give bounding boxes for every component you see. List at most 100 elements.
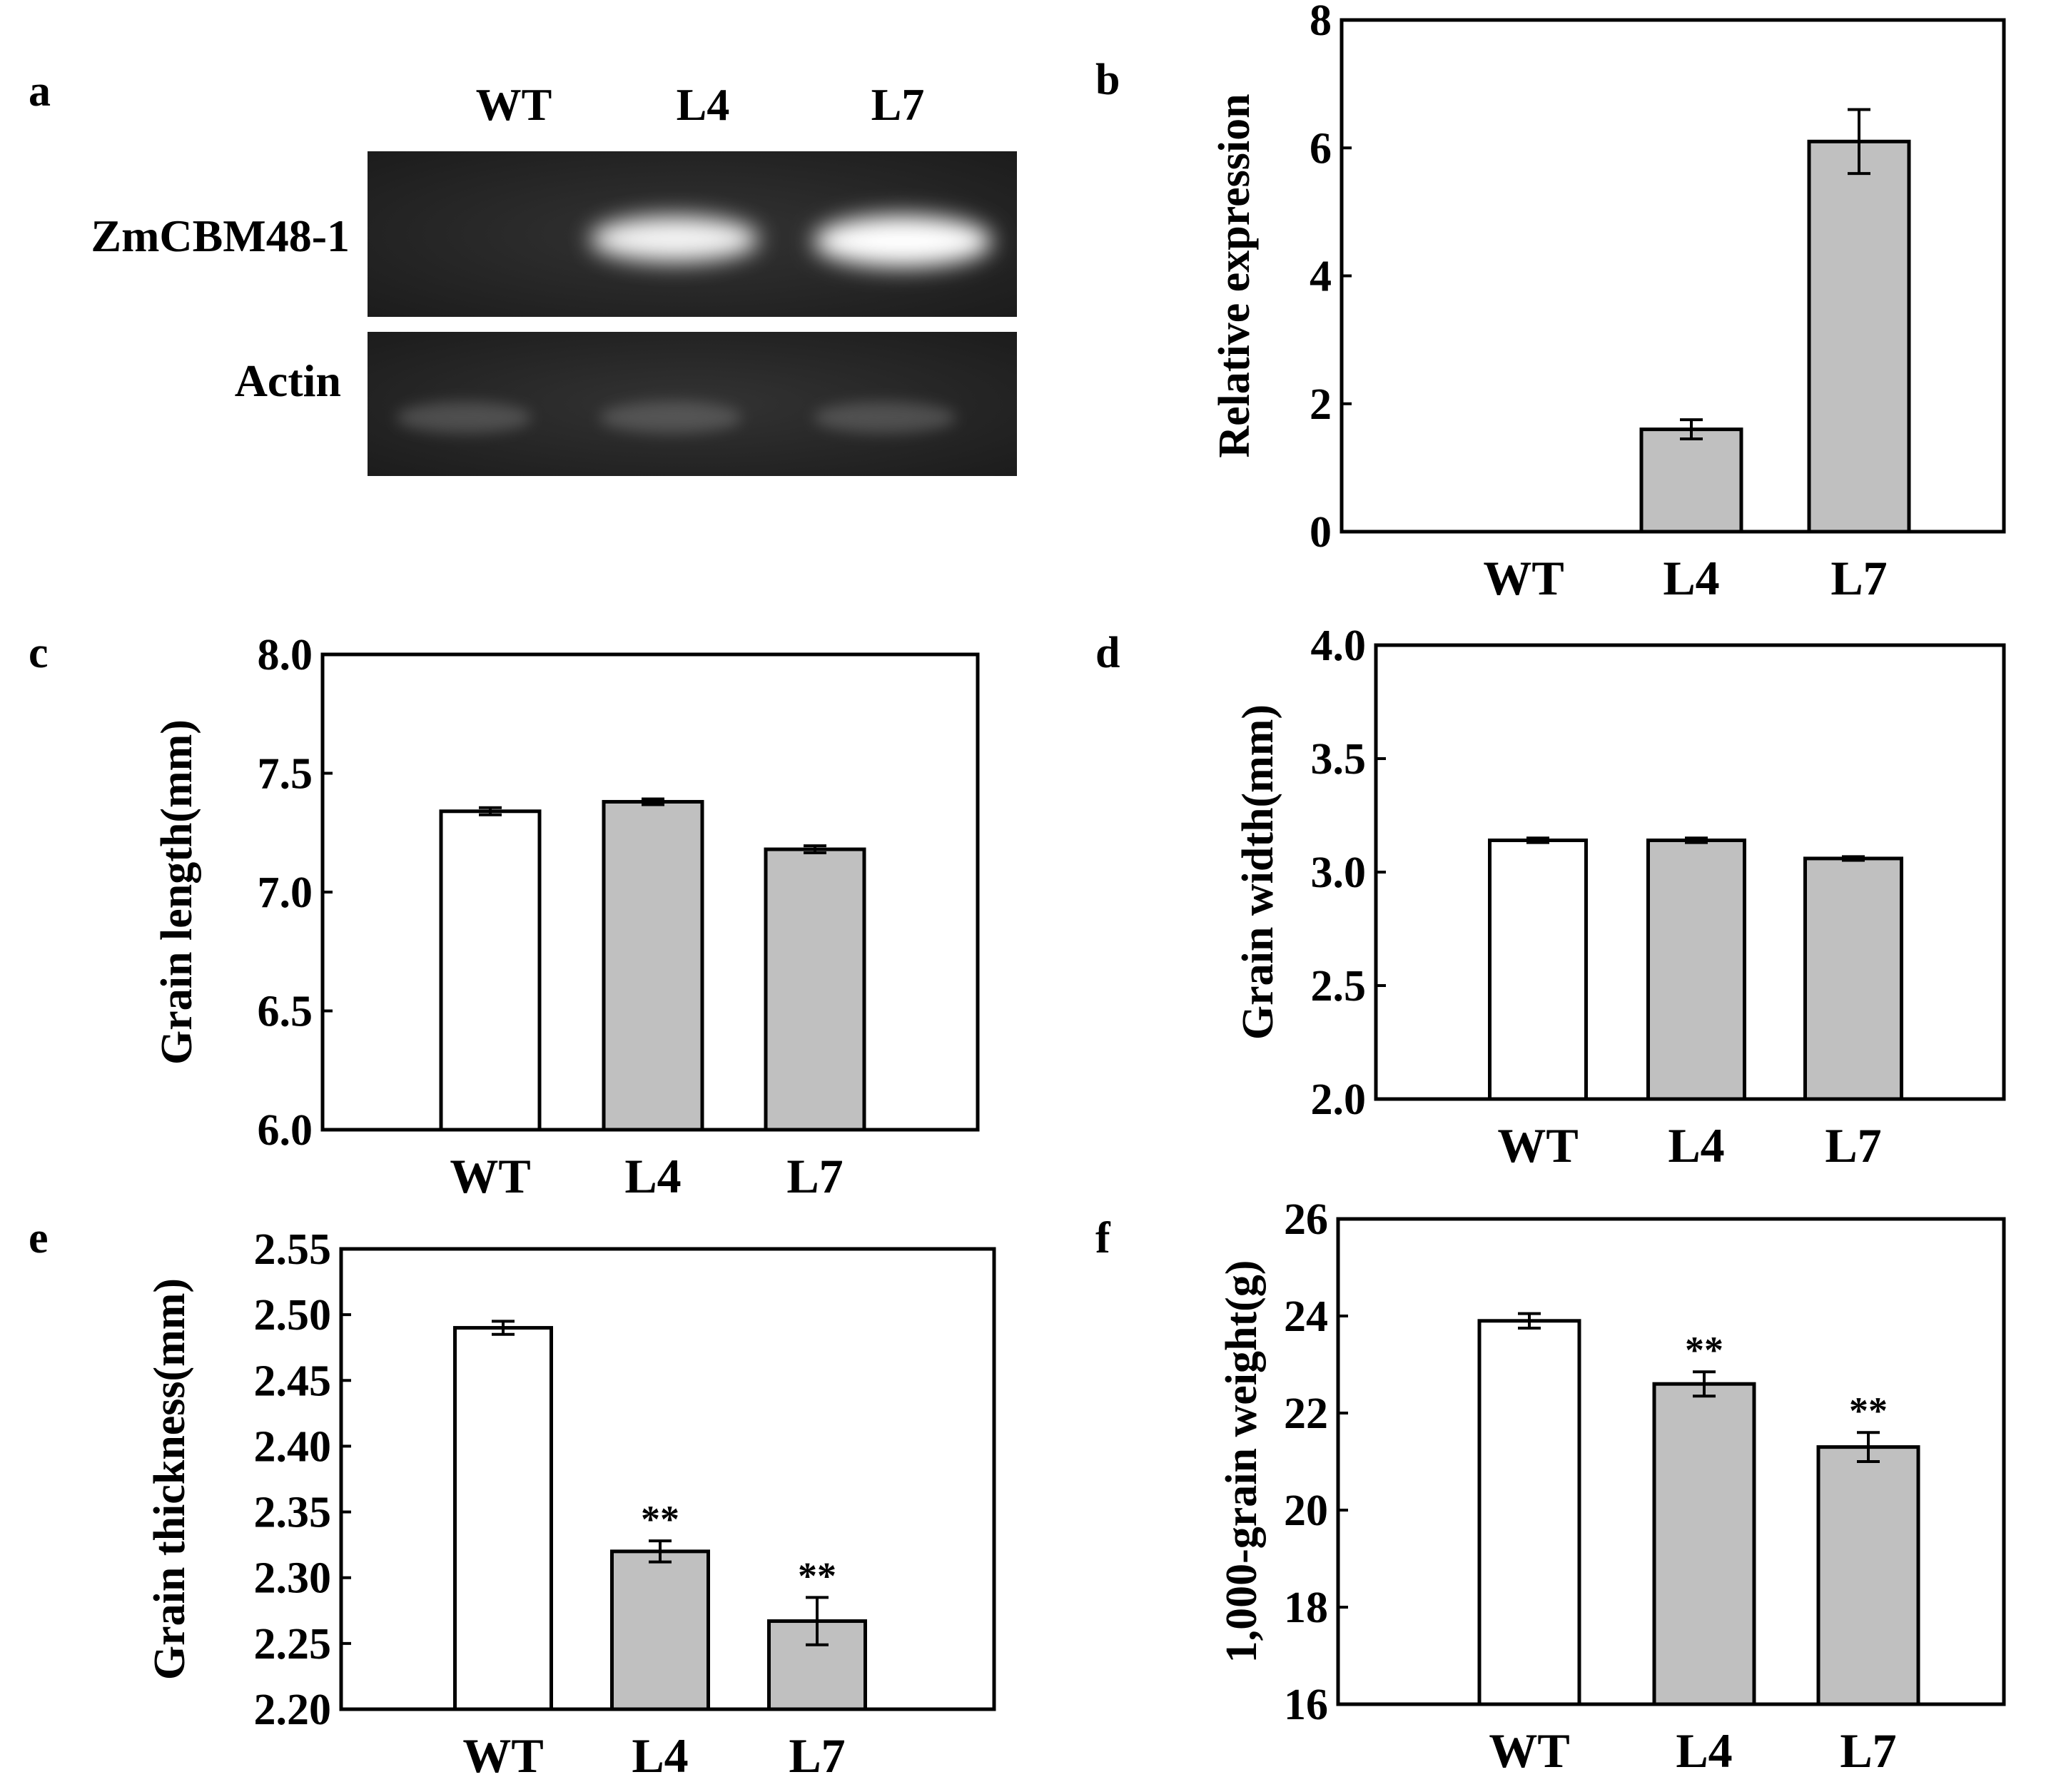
chart-panel-c: c WT L4 L7 6.0 6.5 7.0 7.5 8.0 Grain length(mm) <box>29 629 980 1203</box>
plot-frame <box>1336 1217 2006 1706</box>
error-bar-l4 <box>649 1539 672 1564</box>
chart-panel-d: d WT L4 L7 2.0 2.5 3.0 3.5 4.0 Grain width(mm) <box>1095 622 2006 1173</box>
significance-mark-l7: ** <box>798 1554 836 1597</box>
bar-l4 <box>1652 1382 1756 1706</box>
gel-lane-label-wt: WT <box>476 79 552 130</box>
gel-lane-label-l4: L4 <box>677 79 730 130</box>
error-bar-wt <box>1526 836 1549 844</box>
y-tick-label: 2.45 <box>254 1357 332 1405</box>
bar-l7 <box>1816 1445 1920 1706</box>
bar-l4 <box>1639 427 1743 534</box>
y-tick-label: 0 <box>1310 508 1332 557</box>
y-tick-label: 18 <box>1284 1584 1328 1632</box>
gel-band-actin-wt <box>396 402 532 433</box>
category-label-l7: L7 <box>786 1149 843 1203</box>
y-tick-label: 3.0 <box>1311 849 1367 897</box>
error-bar-l7 <box>1842 855 1865 862</box>
y-tick-label: 2.5 <box>1311 962 1367 1011</box>
category-label-wt: WT <box>450 1149 530 1203</box>
y-tick-label: 2 <box>1310 380 1332 429</box>
chart-panel-e: e WT ** L4 ** L7 2.20 2.25 2.30 2.35 2.40 2.45 2.50 2… <box>29 1214 996 1783</box>
panel-label-b: b <box>1095 56 1120 104</box>
error-bar-wt <box>492 1320 515 1336</box>
y-tick-label: 2.0 <box>1311 1075 1367 1124</box>
chart-panel-b: b WT L4 L7 0 2 4 6 8 Relative expression <box>1095 0 2006 605</box>
bar-l7 <box>1807 139 1911 534</box>
y-tick-label: 7.0 <box>258 869 313 917</box>
y-tick-label: 3.5 <box>1311 735 1367 784</box>
panel-label-e: e <box>29 1214 49 1262</box>
gel-band-actin-l7 <box>814 402 956 433</box>
y-tick-label: 22 <box>1284 1389 1328 1438</box>
error-bar-l7 <box>1857 1431 1880 1463</box>
bar-wt <box>439 809 542 1132</box>
y-axis-title: 1,000-grain weight(g) <box>1217 1260 1266 1664</box>
y-tick-label: 2.55 <box>254 1225 332 1274</box>
gel-band-zmcbm48-1-l7 <box>814 216 992 267</box>
y-tick-label: 2.50 <box>254 1291 332 1340</box>
bar-l7 <box>1803 856 1903 1101</box>
panel-a: a WT L4 L7 ZmCBM48-1 Actin <box>29 67 1017 476</box>
error-bar-l4 <box>1693 1370 1716 1398</box>
error-bar-l7 <box>806 1596 829 1646</box>
error-bar-l7 <box>1848 108 1870 176</box>
significance-mark-l4: ** <box>1685 1329 1723 1372</box>
y-tick-label: 4.0 <box>1311 622 1367 670</box>
y-tick-label: 4 <box>1310 253 1332 301</box>
y-tick-label: 2.20 <box>254 1686 332 1734</box>
y-tick-label: 6 <box>1310 124 1332 173</box>
error-bar-l4 <box>1680 418 1703 441</box>
gel-band-actin-l4 <box>599 402 742 433</box>
category-label-l4: L4 <box>1676 1723 1732 1778</box>
error-bar-wt <box>1518 1312 1541 1330</box>
category-label-l4: L4 <box>1668 1118 1724 1173</box>
gel-lane-label-l7: L7 <box>871 79 925 130</box>
panel-label-c: c <box>29 629 49 677</box>
plot-frame <box>339 1247 996 1711</box>
y-tick-label: 20 <box>1284 1487 1328 1535</box>
panel-label-d: d <box>1095 629 1120 677</box>
significance-mark-l7: ** <box>1849 1389 1888 1432</box>
error-bar-l4 <box>1685 836 1708 844</box>
bar-l4 <box>602 799 704 1132</box>
error-bar-wt <box>479 806 502 816</box>
y-tick-label: 26 <box>1284 1195 1328 1244</box>
category-label-wt: WT <box>1497 1118 1578 1173</box>
y-tick-label: 6.0 <box>258 1106 313 1155</box>
category-label-wt: WT <box>1489 1723 1569 1778</box>
error-bar-l7 <box>804 844 826 855</box>
y-tick-label: 2.30 <box>254 1554 332 1603</box>
chart-panel-f: f WT ** L4 ** L7 16 18 20 22 24 26 1,000-grain weigh… <box>1095 1195 2006 1778</box>
y-axis-title: Grain thickness(mm) <box>146 1278 194 1680</box>
category-label-l4: L4 <box>1663 551 1719 605</box>
bar-l4 <box>1646 838 1746 1101</box>
y-axis-title: Grain width(mm) <box>1234 704 1282 1040</box>
y-axis-title: Relative expression <box>1210 93 1259 457</box>
significance-mark-l4: ** <box>641 1498 679 1541</box>
category-label-wt: WT <box>1483 551 1564 605</box>
gel-row-label-actin: Actin <box>235 355 341 406</box>
category-label-l7: L7 <box>789 1728 845 1783</box>
y-tick-label: 2.35 <box>254 1489 332 1537</box>
error-bar-l4 <box>642 797 664 806</box>
y-axis-title: Grain length(mm) <box>153 719 201 1065</box>
category-label-l4: L4 <box>624 1149 681 1203</box>
bar-l4 <box>610 1549 710 1711</box>
bar-l7 <box>764 847 866 1132</box>
category-label-l7: L7 <box>1840 1723 1896 1778</box>
y-tick-label: 24 <box>1284 1292 1328 1341</box>
category-label-l4: L4 <box>632 1728 688 1783</box>
bar-wt <box>1488 838 1588 1101</box>
category-label-wt: WT <box>462 1728 543 1783</box>
y-tick-label: 7.5 <box>258 750 313 799</box>
bar-wt <box>453 1326 553 1711</box>
y-tick-label: 2.25 <box>254 1620 332 1669</box>
y-tick-label: 16 <box>1284 1681 1328 1729</box>
panel-label-a: a <box>29 67 51 116</box>
gel-band-zmcbm48-1-l4 <box>590 216 759 262</box>
category-label-l7: L7 <box>1830 551 1887 605</box>
bar-wt <box>1477 1319 1581 1706</box>
y-tick-label: 6.5 <box>258 988 313 1036</box>
category-label-l7: L7 <box>1825 1118 1881 1173</box>
